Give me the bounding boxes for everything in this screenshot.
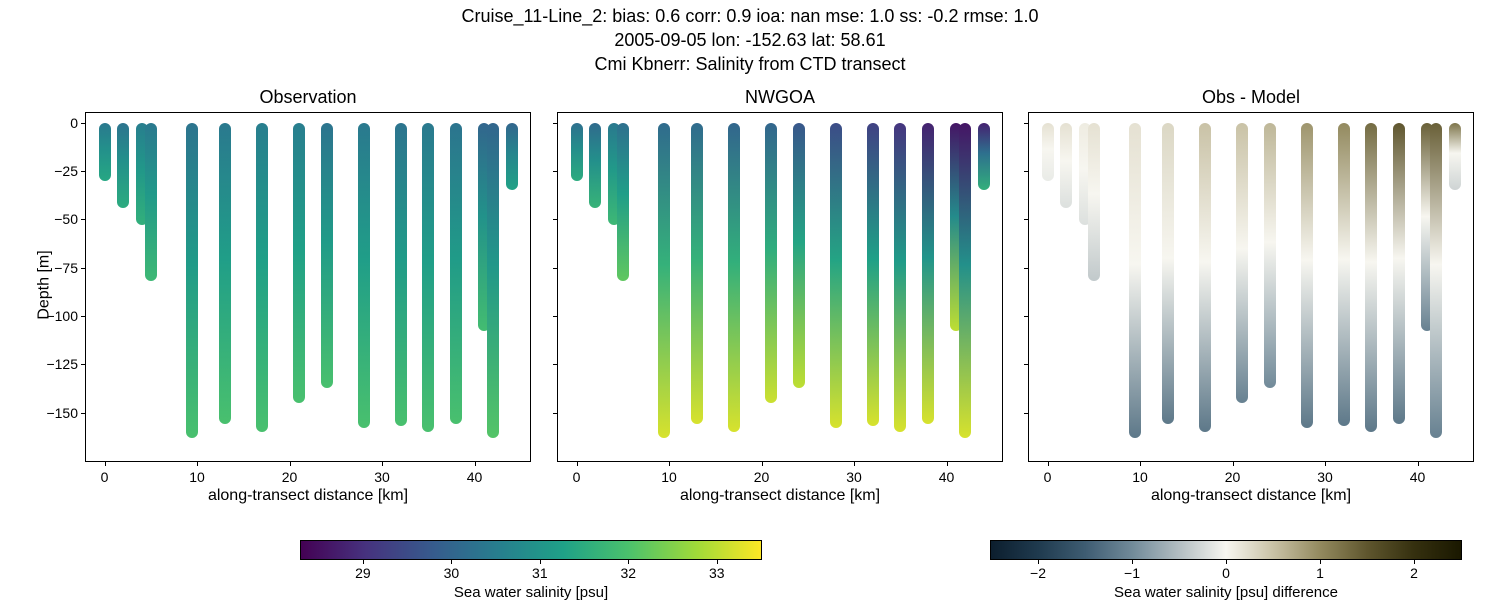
cast bbox=[978, 123, 990, 191]
cast bbox=[1393, 123, 1405, 425]
xtick: 10 bbox=[1132, 469, 1148, 485]
cast bbox=[293, 123, 305, 403]
cast bbox=[1042, 123, 1054, 181]
panel-title-1: NWGOA bbox=[558, 87, 1002, 108]
xtick: 10 bbox=[661, 469, 677, 485]
cast bbox=[321, 123, 333, 388]
cast bbox=[358, 123, 370, 428]
ytick: −50 bbox=[38, 211, 78, 227]
xtick: 0 bbox=[101, 469, 109, 485]
xtick: 40 bbox=[1410, 469, 1426, 485]
cast bbox=[658, 123, 670, 438]
panel-1: NWGOA010203040along-transect distance [k… bbox=[557, 112, 1003, 462]
xtick: 20 bbox=[754, 469, 770, 485]
cast bbox=[691, 123, 703, 425]
cast bbox=[1365, 123, 1377, 432]
cbar-tick: 33 bbox=[709, 565, 725, 581]
panel-title-2: Obs - Model bbox=[1029, 87, 1473, 108]
panel-0: Observation0−25−50−75−100−125−1500102030… bbox=[85, 112, 531, 462]
cast bbox=[487, 123, 499, 438]
cbar-tick: 31 bbox=[532, 565, 548, 581]
cbar-tick: −1 bbox=[1124, 565, 1140, 581]
colorbar-difference: −2−1012Sea water salinity [psu] differen… bbox=[990, 540, 1462, 560]
ytick: −150 bbox=[38, 405, 78, 421]
cast bbox=[959, 123, 971, 438]
panel-title-0: Observation bbox=[86, 87, 530, 108]
xtick: 40 bbox=[467, 469, 483, 485]
cast bbox=[1449, 123, 1461, 191]
xtick: 30 bbox=[1317, 469, 1333, 485]
xtick: 20 bbox=[1225, 469, 1241, 485]
cast bbox=[589, 123, 601, 208]
xtick: 0 bbox=[1044, 469, 1052, 485]
cast bbox=[894, 123, 906, 432]
cbar-tick: 29 bbox=[355, 565, 371, 581]
cast bbox=[922, 123, 934, 425]
cbar-tick: 1 bbox=[1316, 565, 1324, 581]
xtick: 0 bbox=[573, 469, 581, 485]
cast bbox=[1430, 123, 1442, 438]
xlabel: along-transect distance [km] bbox=[558, 487, 1002, 505]
title-line-1: Cruise_11-Line_2: bias: 0.6 corr: 0.9 io… bbox=[0, 6, 1500, 27]
ylabel: Depth [m] bbox=[36, 250, 54, 319]
xtick: 30 bbox=[374, 469, 390, 485]
cast bbox=[450, 123, 462, 425]
cast bbox=[1236, 123, 1248, 403]
cbar-tick: 0 bbox=[1222, 565, 1230, 581]
cast bbox=[1264, 123, 1276, 388]
xtick: 10 bbox=[189, 469, 205, 485]
ytick: −125 bbox=[38, 356, 78, 372]
cast bbox=[1129, 123, 1141, 438]
cast bbox=[256, 123, 268, 432]
cast bbox=[571, 123, 583, 181]
cast bbox=[765, 123, 777, 403]
cast bbox=[1301, 123, 1313, 428]
cast bbox=[867, 123, 879, 427]
cast bbox=[186, 123, 198, 438]
cast bbox=[1162, 123, 1174, 425]
panel-2: Obs - Model010203040along-transect dista… bbox=[1028, 112, 1474, 462]
colorbar-salinity: 2930313233Sea water salinity [psu] bbox=[300, 540, 762, 560]
xlabel: along-transect distance [km] bbox=[86, 487, 530, 505]
title-line-3: Cmi Kbnerr: Salinity from CTD transect bbox=[0, 54, 1500, 75]
ytick: −25 bbox=[38, 163, 78, 179]
cbar-label: Sea water salinity [psu] bbox=[301, 584, 761, 601]
cast bbox=[1060, 123, 1072, 208]
cast bbox=[395, 123, 407, 427]
cast bbox=[99, 123, 111, 181]
xlabel: along-transect distance [km] bbox=[1029, 487, 1473, 505]
cast bbox=[1199, 123, 1211, 432]
cbar-tick: 30 bbox=[444, 565, 460, 581]
cast bbox=[617, 123, 629, 282]
ytick: 0 bbox=[38, 115, 78, 131]
cast bbox=[830, 123, 842, 428]
cast bbox=[219, 123, 231, 425]
cbar-tick: 2 bbox=[1410, 565, 1418, 581]
xtick: 20 bbox=[282, 469, 298, 485]
cbar-label: Sea water salinity [psu] difference bbox=[991, 584, 1461, 601]
xtick: 30 bbox=[846, 469, 862, 485]
cast bbox=[117, 123, 129, 208]
cast bbox=[506, 123, 518, 191]
cast bbox=[793, 123, 805, 388]
xtick: 40 bbox=[939, 469, 955, 485]
cast bbox=[145, 123, 157, 282]
cbar-tick: 32 bbox=[621, 565, 637, 581]
title-line-2: 2005-09-05 lon: -152.63 lat: 58.61 bbox=[0, 30, 1500, 51]
cast bbox=[1088, 123, 1100, 282]
cast bbox=[728, 123, 740, 432]
cbar-tick: −2 bbox=[1030, 565, 1046, 581]
cast bbox=[422, 123, 434, 432]
cast bbox=[1338, 123, 1350, 427]
